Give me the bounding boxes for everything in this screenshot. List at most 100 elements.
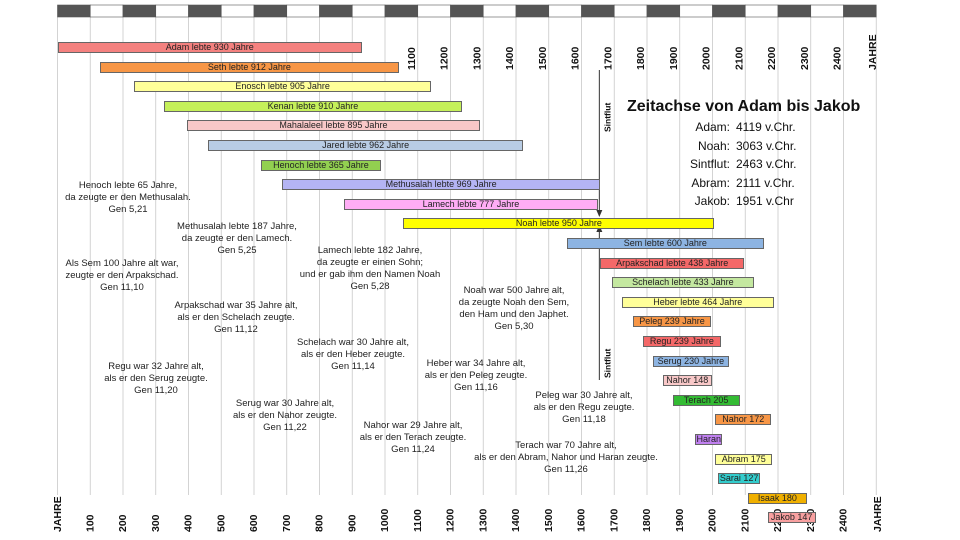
genesis-note-line: Gen 11,22 (263, 422, 307, 433)
summary-name: Noah: (697, 138, 730, 153)
genesis-note-line: zeugte er den Arpakschad. (65, 270, 179, 281)
bottom-year-label: 600 (248, 514, 260, 532)
bottom-year-label: 700 (281, 514, 293, 532)
bottom-year-label: 1800 (641, 508, 653, 532)
lifespan-bar: Abram 175 (715, 453, 773, 465)
genesis-note: Noah war 500 Jahre alt, da zeugte Noah de… (404, 285, 624, 333)
bottom-year-label: 1700 (608, 508, 620, 532)
top-strip-cell (843, 4, 877, 18)
bottom-year-label: JAHRE (52, 496, 64, 532)
top-year-label: 1800 (635, 46, 647, 70)
top-year-label: 2200 (766, 46, 778, 70)
lifespan-bar: Nahor 172 (715, 414, 772, 426)
top-strip-cell (712, 4, 746, 18)
top-strip-cell (646, 4, 681, 18)
genesis-note-line: als er den Terach zeugte. (359, 432, 467, 443)
bottom-year-label: 1600 (576, 508, 588, 532)
top-strip-cell (613, 4, 648, 18)
top-strip-cell (384, 4, 419, 18)
lifespan-bar: Henoch lebte 365 Jahre (261, 159, 381, 171)
top-strip-cell (253, 4, 288, 18)
bottom-year-label: 400 (183, 514, 195, 532)
lifespan-bar: Isaak 180 (747, 492, 807, 504)
genesis-note-line: als er den Schelach zeugte. (177, 312, 295, 323)
genesis-note-line: Heber war 34 Jahre alt, (426, 358, 526, 369)
lifespan-bar: Jared lebte 962 Jahre (208, 140, 524, 151)
top-strip-cell (417, 4, 451, 18)
top-strip-cell (351, 4, 386, 18)
summary-name: Jakob: (694, 194, 730, 208)
genesis-note-line: Serug war 30 Jahre alt, (235, 398, 335, 409)
bottom-year-label: 100 (84, 514, 96, 532)
genesis-note-line: Peleg war 30 Jahre alt, (535, 390, 633, 401)
lifespan-bar: Terach 205 (672, 394, 740, 406)
bottom-year-label: 1000 (379, 508, 391, 532)
lifespan-bar: Noah lebte 950 Jahre (403, 218, 715, 230)
top-strip-cell (777, 4, 812, 18)
top-strip-cell (744, 4, 779, 18)
top-year-label: 1600 (570, 46, 582, 70)
bottom-year-label: 1500 (543, 508, 555, 532)
bottom-year-label: 1300 (477, 508, 489, 532)
top-strip-cell (188, 4, 222, 18)
top-year-label: 1500 (537, 46, 549, 70)
genesis-note-line: Gen 5,21 (108, 204, 148, 215)
top-year-label: 2300 (799, 46, 811, 70)
bottom-year-label: 800 (314, 514, 326, 532)
diagram-title: Zeitachse von Adam bis Jakob (627, 98, 861, 115)
genesis-note-line: Gen 11,14 (331, 361, 375, 372)
top-year-label: 1400 (504, 46, 516, 70)
genesis-note-line: als er den Regu zeugte. (533, 402, 635, 413)
genesis-note-line: Henoch lebte 65 Jahre, (78, 180, 178, 191)
genesis-note-line: Gen 11,10 (100, 282, 144, 293)
bottom-year-label: 200 (117, 514, 129, 532)
genesis-note-line: Arpakschad war 35 Jahre alt, (174, 300, 298, 311)
top-year-label: 1700 (602, 46, 614, 70)
genesis-note-line: Schelach war 30 Jahre alt, (297, 337, 409, 348)
genesis-note-line: als er den Nahor zeugte. (232, 410, 338, 421)
genesis-note-line: Gen 11,24 (391, 444, 435, 455)
lifespan-bar: Arpakschad lebte 438 Jahre (600, 257, 744, 269)
genesis-note-line: als er den Heber zeugte. (300, 349, 406, 360)
genesis-note-line: da zeugte er den Lamech. (181, 233, 293, 244)
genesis-note-line: Nahor war 29 Jahre alt, (363, 420, 463, 431)
top-strip-cell (581, 4, 615, 18)
bottom-year-label: 1200 (445, 508, 457, 532)
genesis-note: Peleg war 30 Jahre alt, als er den Regu z… (474, 390, 694, 426)
top-strip-cell (155, 4, 189, 18)
top-strip-cell (482, 4, 517, 18)
summary-date: 4119 v.Chr. (736, 120, 796, 134)
bottom-year-label: JAHRE (872, 496, 884, 532)
flood-label-top: Sintflut (602, 103, 612, 132)
lifespan-bar: Serug 230 Jahre (653, 355, 729, 367)
genesis-note-line: Gen 11,26 (544, 464, 588, 475)
genesis-note-line: Lamech lebte 182 Jahre, (317, 245, 423, 256)
top-year-label: 1100 (406, 47, 418, 70)
genesis-note-line: Gen 5,30 (494, 321, 534, 332)
genesis-note: Schelach war 30 Jahre alt, als er den Heb… (243, 337, 463, 373)
summary-name: Adam: (695, 120, 730, 134)
genesis-note-line: Als Sem 100 Jahre alt war, (65, 258, 179, 269)
flood-label-bottom: Sintflut (602, 349, 612, 378)
genesis-note-line: Gen 11,12 (214, 324, 258, 335)
top-strip-cell (220, 4, 255, 18)
genesis-note: Heber war 34 Jahre alt, als er den Peleg … (366, 358, 586, 394)
lifespan-bar: Schelach lebte 433 Jahre (611, 277, 754, 289)
top-strip-cell (57, 4, 91, 18)
genesis-note: Regu war 32 Jahre alt, als er den Serug z… (46, 361, 266, 397)
summary-name: Sintflut: (689, 157, 730, 171)
lifespan-bar: Seth lebte 912 Jahre (100, 61, 399, 73)
top-strip-cell (286, 4, 320, 18)
top-year-label: 2400 (832, 46, 844, 70)
bottom-year-label: 1900 (674, 508, 686, 532)
top-strip-cell (319, 4, 353, 18)
lifespan-bar: Sem lebte 600 Jahre (567, 238, 764, 249)
genesis-note-line: Noah war 500 Jahre alt, (463, 285, 565, 296)
genesis-note-line: da zeugte Noah den Sem, (458, 297, 570, 308)
summary-date: 2111 v.Chr. (736, 175, 795, 190)
genesis-note: Nahor war 29 Jahre alt, als er den Terach… (303, 420, 523, 456)
top-year-label: 2000 (701, 46, 713, 70)
genesis-note-line: Gen 11,20 (134, 385, 178, 396)
genesis-note-line: Terach war 70 Jahre alt, (515, 440, 617, 451)
genesis-note-line: als er den Abram, Nahor und Haran zeugte… (474, 452, 658, 463)
